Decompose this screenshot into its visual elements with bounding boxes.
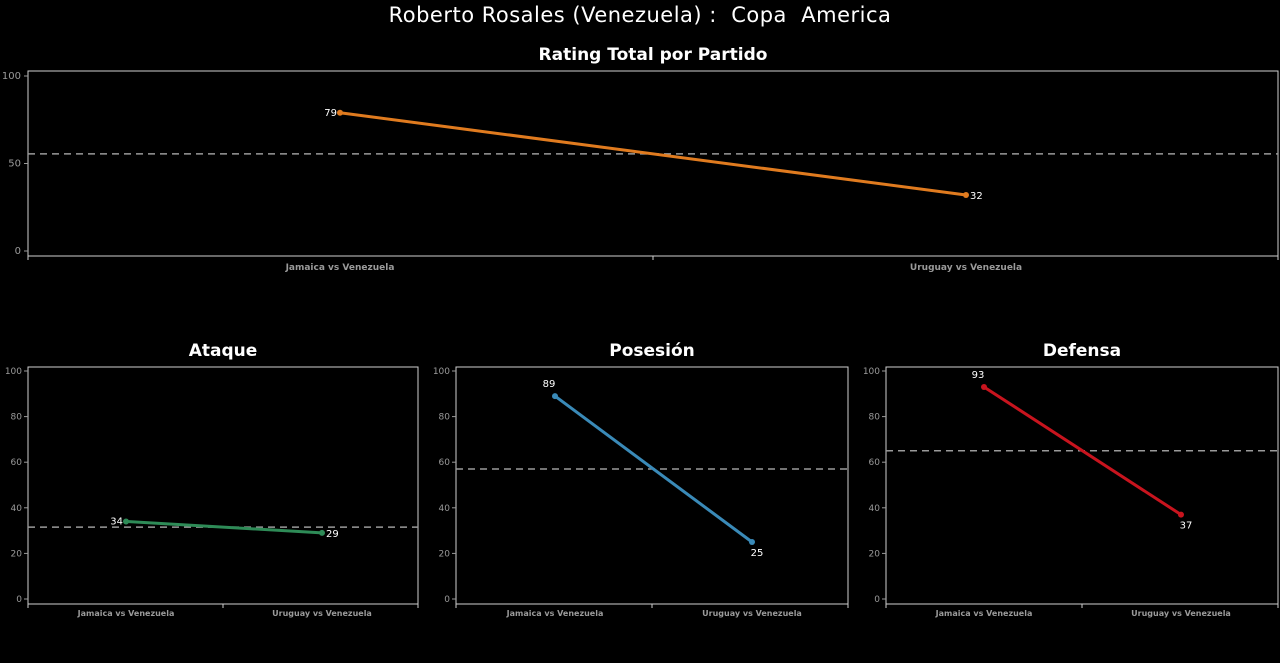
total-ytick-label: 0 [15, 246, 21, 257]
posesion-ytick-label: 60 [439, 458, 451, 468]
main-title: Roberto Rosales (Venezuela) : Copa Ameri… [388, 3, 892, 27]
defensa-ytick-label: 100 [863, 367, 880, 377]
total-ytick-label: 50 [8, 159, 21, 170]
total-data-label: 79 [324, 108, 337, 119]
defensa-data-point [1178, 511, 1184, 518]
posesion-ytick-label: 0 [444, 595, 450, 605]
posesion-ytick-label: 80 [439, 413, 451, 423]
total-xtick-label: Uruguay vs Venezuela [910, 263, 1022, 273]
posesion-xtick-label: Jamaica vs Venezuela [506, 609, 604, 618]
defensa-xtick-label: Jamaica vs Venezuela [935, 609, 1033, 618]
ataque-data-point [319, 529, 325, 536]
defensa-data-label: 93 [972, 370, 985, 381]
defensa-data-label: 37 [1180, 521, 1193, 532]
defensa-xtick-label: Uruguay vs Venezuela [1131, 609, 1231, 618]
posesion-series-line [554, 394, 753, 544]
defensa-ytick-label: 40 [869, 504, 881, 514]
posesion-ytick-label: 40 [439, 504, 451, 514]
posesion-plot-frame [455, 366, 849, 605]
defensa-data-point [981, 383, 987, 390]
ataque-plot-frame [27, 366, 419, 605]
ataque-ytick-label: 80 [11, 413, 23, 423]
posesion-ytick-label: 100 [433, 367, 450, 377]
defensa-ytick-label: 20 [869, 549, 881, 559]
total-data-label: 32 [970, 191, 983, 202]
ataque-ytick-label: 40 [11, 504, 23, 514]
defensa-ytick-label: 80 [869, 413, 881, 423]
total-plot-frame [27, 70, 1279, 257]
ataque-xtick-label: Uruguay vs Venezuela [272, 609, 372, 618]
total-ytick-label: 100 [2, 71, 21, 82]
defensa-series-line [983, 385, 1182, 516]
total-data-point [963, 192, 969, 198]
defensa-ytick-label: 0 [874, 595, 880, 605]
posesion-xtick-label: Uruguay vs Venezuela [702, 609, 802, 618]
ataque-data-point [123, 518, 129, 525]
ataque-chart-title: Ataque [189, 341, 258, 361]
ataque-ytick-label: 20 [11, 549, 23, 559]
posesion-data-point [749, 539, 755, 545]
total-data-point [337, 109, 343, 116]
total-xtick-label: Jamaica vs Venezuela [285, 263, 395, 273]
ataque-ytick-label: 0 [16, 595, 22, 605]
ataque-ytick-label: 60 [11, 458, 23, 468]
ataque-ytick-label: 100 [5, 367, 22, 377]
defensa-plot-frame [885, 366, 1279, 605]
ataque-data-label: 29 [326, 529, 339, 540]
posesion-data-point [552, 393, 558, 400]
ataque-data-label: 34 [110, 516, 123, 527]
ataque-xtick-label: Jamaica vs Venezuela [77, 609, 175, 618]
ataque-series-line [125, 519, 323, 535]
posesion-chart-title: Posesión [609, 341, 695, 361]
posesion-data-label: 89 [543, 379, 556, 390]
posesion-data-label: 25 [751, 548, 764, 559]
defensa-ytick-label: 60 [869, 458, 881, 468]
total-series-line [339, 111, 967, 197]
posesion-ytick-label: 20 [439, 549, 451, 559]
total-chart-title: Rating Total por Partido [539, 45, 768, 65]
defensa-chart-title: Defensa [1043, 341, 1121, 361]
